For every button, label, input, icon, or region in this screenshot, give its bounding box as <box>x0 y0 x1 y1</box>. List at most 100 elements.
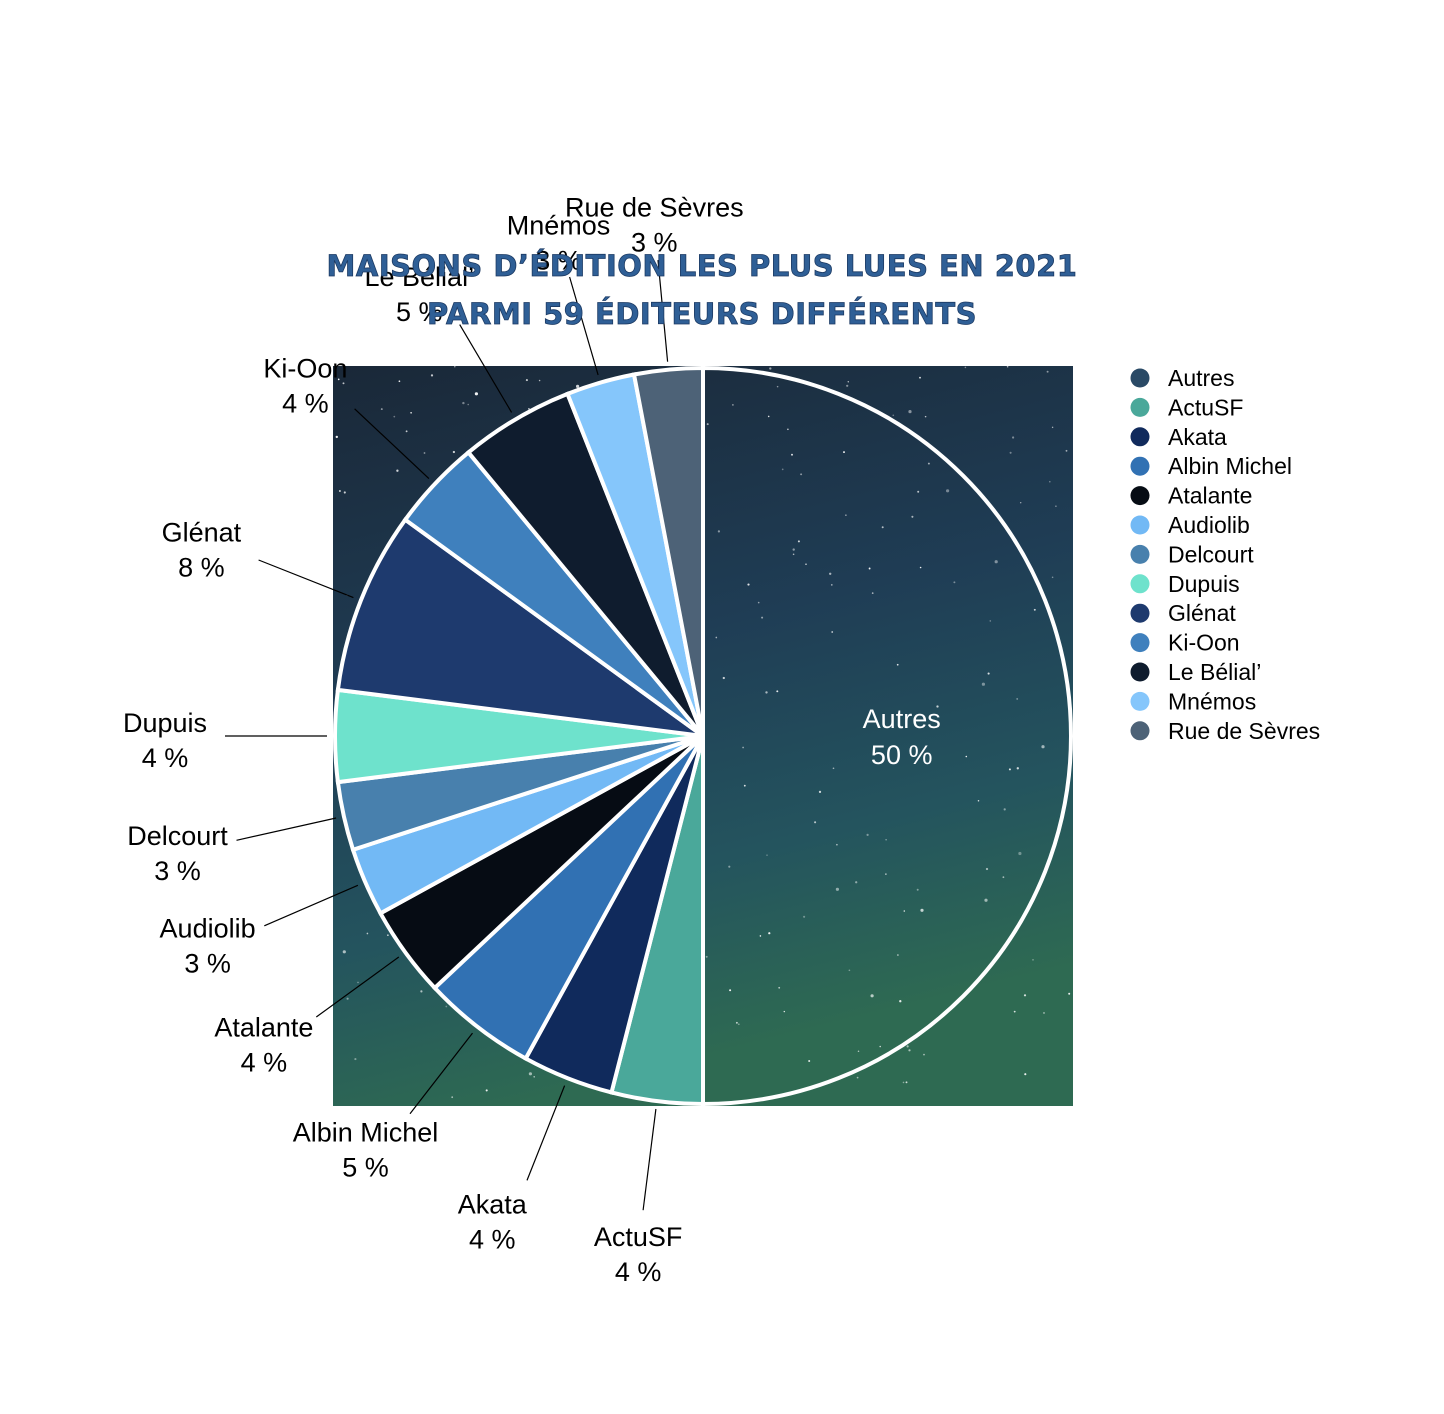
star <box>1024 1073 1027 1076</box>
legend-swatch <box>1130 721 1150 741</box>
star <box>538 379 541 382</box>
legend-swatch <box>1130 603 1150 623</box>
star <box>787 428 789 431</box>
star <box>1009 451 1012 454</box>
legend-swatch <box>1130 662 1150 682</box>
star <box>342 950 346 954</box>
leader-line <box>459 324 513 413</box>
star <box>803 915 806 918</box>
legend-label: Atalante <box>1168 483 1252 509</box>
star <box>870 994 874 998</box>
slice-label-value: 4 % <box>241 1048 288 1078</box>
star <box>743 784 746 787</box>
legend-label: Glénat <box>1168 600 1236 626</box>
star <box>765 691 768 694</box>
star <box>410 411 412 414</box>
star <box>800 473 803 476</box>
star <box>965 755 968 758</box>
star <box>445 1005 448 1008</box>
legend-swatch <box>1130 574 1150 594</box>
legend-item-autres: Autres <box>1130 365 1234 391</box>
slice-label-value: 3 % <box>631 227 678 257</box>
star <box>769 367 772 370</box>
slice-label-name: Atalante <box>214 1013 313 1043</box>
star <box>885 873 887 875</box>
legend: Autres ActuSF Akata Albin Michel Atalante Aud… <box>1130 365 1320 744</box>
legend-label: Ki-Oon <box>1168 630 1240 656</box>
slice-label-value: 4 % <box>282 388 329 418</box>
star <box>1016 767 1019 770</box>
slice-label-name: Akata <box>458 1190 528 1220</box>
star <box>1032 959 1034 961</box>
star <box>920 908 924 912</box>
leader-line <box>315 956 400 1018</box>
star <box>879 1045 881 1048</box>
leader-line <box>569 276 599 376</box>
star <box>843 451 845 454</box>
star <box>808 1059 811 1063</box>
leader-line <box>354 408 430 480</box>
slice-label-name: Ki-Oon <box>263 353 347 383</box>
leader-lines <box>225 260 669 1211</box>
star <box>1016 697 1019 700</box>
star <box>474 392 478 396</box>
star <box>1012 436 1015 439</box>
star <box>454 366 456 368</box>
star <box>881 755 885 758</box>
star <box>917 490 920 493</box>
star <box>767 415 770 418</box>
star <box>393 415 396 418</box>
legend-label: Delcourt <box>1168 541 1254 567</box>
legend-swatch <box>1130 456 1150 476</box>
star <box>380 408 383 411</box>
legend-item-delcourt: Delcourt <box>1130 541 1254 567</box>
slice-label-name: Delcourt <box>127 821 228 851</box>
star <box>1018 851 1022 856</box>
legend-label: Albin Michel <box>1168 453 1292 479</box>
leader-line <box>258 559 354 599</box>
star <box>766 854 768 856</box>
legend-item-rue-de-sevres: Rue de Sèvres <box>1130 718 1320 744</box>
slice-label-value: 4 % <box>142 743 189 773</box>
legend-swatch <box>1130 691 1150 711</box>
slice-label-name: Glénat <box>162 517 242 547</box>
star <box>919 376 921 379</box>
star <box>1019 501 1022 504</box>
star <box>1003 808 1006 811</box>
star <box>836 843 838 846</box>
legend-swatch <box>1130 544 1150 564</box>
legend-item-le-belial: Le Bélial’ <box>1130 659 1261 685</box>
star <box>451 1096 454 1099</box>
star <box>866 833 869 837</box>
legend-swatch <box>1130 368 1150 388</box>
star <box>919 566 922 569</box>
star <box>818 790 822 794</box>
star <box>452 450 456 454</box>
legend-label: Rue de Sèvres <box>1168 718 1320 744</box>
legend-item-glenat: Glénat <box>1130 600 1236 626</box>
star <box>778 986 781 989</box>
leader-line <box>236 817 337 841</box>
star <box>757 601 760 604</box>
legend-swatch <box>1130 633 1150 653</box>
star <box>831 631 834 633</box>
star <box>923 1053 925 1056</box>
star <box>829 572 832 575</box>
star <box>989 620 992 622</box>
star <box>366 932 369 935</box>
star <box>1006 366 1009 368</box>
star <box>528 407 530 410</box>
star <box>916 888 919 891</box>
star <box>337 378 340 381</box>
star <box>908 410 912 414</box>
star <box>977 799 980 802</box>
slice-label-value: 3 % <box>184 949 231 979</box>
slice-label-value: 3 % <box>535 246 582 276</box>
star <box>830 584 833 586</box>
star <box>420 990 423 993</box>
star <box>717 530 721 533</box>
star <box>342 382 345 385</box>
star <box>430 374 434 377</box>
star <box>987 672 990 675</box>
star <box>885 839 887 841</box>
